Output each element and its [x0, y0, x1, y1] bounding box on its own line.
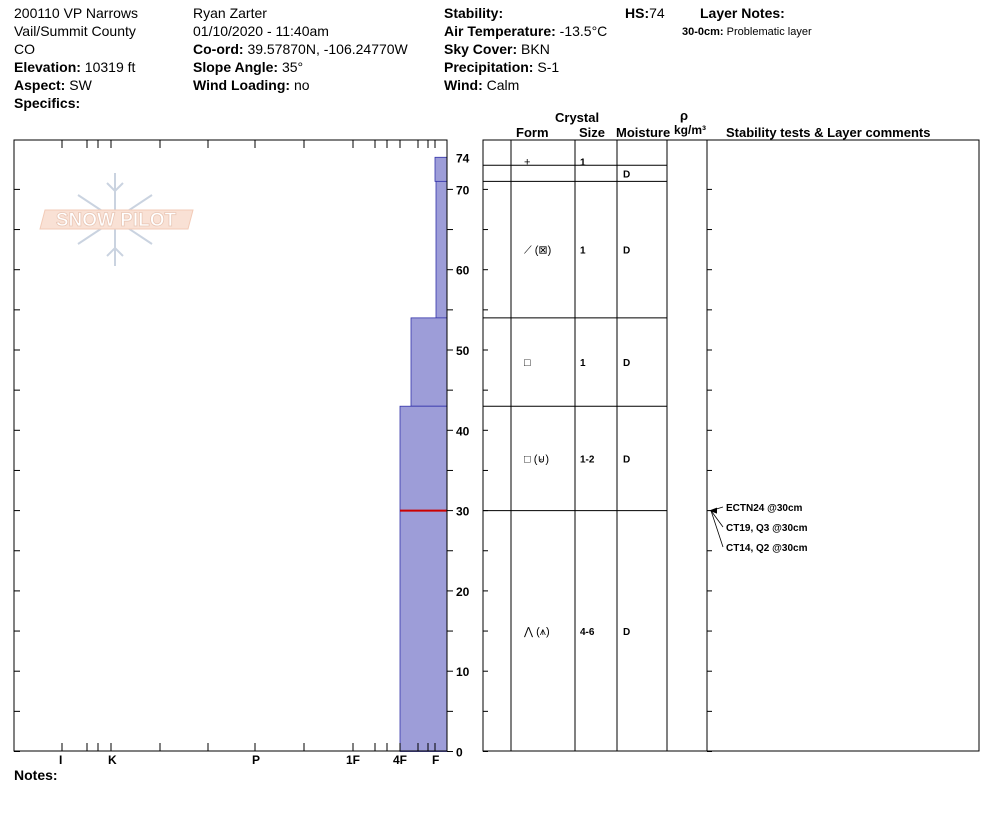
air-temperature-label: Air Temperature:	[444, 23, 556, 39]
moisture-header: Moisture	[616, 125, 671, 140]
hs-field: HS:74	[625, 5, 665, 21]
form-header: Form	[516, 125, 549, 140]
moisture-value: D	[623, 169, 630, 180]
wind-field: Wind: Calm	[444, 77, 519, 93]
elevation-label: Elevation:	[14, 59, 81, 75]
crystal-header: Crystal	[555, 110, 600, 125]
precipitation-value: S-1	[537, 59, 560, 75]
coordinates-label: Co-ord:	[193, 41, 244, 57]
wind-value: Calm	[486, 77, 520, 93]
wind-loading-label: Wind Loading:	[193, 77, 291, 93]
density-unit-header: kg/m³	[674, 123, 707, 137]
coordinates-field: Co-ord: 39.57870N, -106.24770W	[193, 41, 408, 57]
size-header: Size	[579, 125, 606, 140]
stability-label: Stability:	[444, 5, 504, 21]
logo-text: SNOW PILOT	[56, 210, 177, 231]
depth-label: 0	[456, 746, 463, 760]
stability-test-label: CT19, Q3 @30cm	[726, 523, 808, 534]
observation-datetime: 01/10/2020 - 11:40am	[193, 23, 329, 39]
crystal-form: ⋀ (⩚)	[523, 626, 550, 638]
crystal-form: ⟋ (⊠)	[524, 245, 551, 257]
stability-test-label: ECTN24 @30cm	[726, 503, 803, 514]
notes-label: Notes:	[14, 767, 58, 783]
hardness-bar	[435, 180, 448, 319]
hardness-label-4f: 4F	[393, 753, 407, 767]
layer-table-frame	[482, 139, 980, 752]
crystal-size: 1-2	[580, 454, 595, 465]
depth-label: 10	[456, 665, 470, 679]
sky-cover-label: Sky Cover:	[444, 41, 518, 57]
crystal-form: +	[524, 156, 530, 168]
rho-header: ρ	[680, 108, 689, 123]
location-region: Vail/Summit County	[14, 23, 136, 39]
observer-name: Ryan Zarter	[193, 5, 267, 21]
depth-label: 60	[456, 264, 470, 278]
hs-label: HS:	[625, 5, 650, 21]
depth-label: 40	[456, 424, 470, 438]
depth-label: 30	[456, 505, 470, 519]
depth-label: 70	[456, 183, 470, 197]
depth-label: 50	[456, 344, 470, 358]
aspect-field: Aspect: SW	[14, 77, 92, 93]
layer-note: 30-0cm: Problematic layer	[682, 24, 812, 40]
test-leader-line	[710, 510, 724, 548]
test-leader-line	[710, 510, 724, 528]
moisture-value: D	[623, 627, 630, 638]
hardness-bar	[399, 405, 448, 752]
layer-note-text: Problematic layer	[726, 26, 812, 38]
slope-angle-field: Slope Angle: 35°	[193, 59, 303, 75]
precipitation-field: Precipitation: S-1	[444, 59, 559, 75]
moisture-value: D	[623, 454, 630, 465]
hardness-bar	[434, 156, 448, 182]
wind-label: Wind:	[444, 77, 483, 93]
layer-note-depth: 30-0cm:	[682, 26, 724, 38]
location-name: 200110 VP Narrows	[14, 5, 138, 21]
elevation-field: Elevation: 10319 ft	[14, 59, 135, 75]
specifics-label: Specifics:	[14, 95, 81, 111]
air-temperature-value: -13.5°C	[559, 23, 608, 39]
depth-label: 20	[456, 585, 470, 599]
slope-angle-value: 35°	[281, 59, 304, 75]
wind-loading-field: Wind Loading: no	[193, 77, 310, 93]
hardness-label-k: K	[108, 753, 117, 767]
hardness-bar	[410, 317, 448, 407]
slope-angle-label: Slope Angle:	[193, 59, 279, 75]
crystal-form: □	[524, 357, 531, 369]
crystal-form: □ (⊌)	[524, 453, 549, 465]
air-temperature-field: Air Temperature: -13.5°C	[444, 23, 607, 39]
crystal-size: 1	[580, 358, 586, 369]
crystal-size: 1	[580, 246, 586, 257]
layer-notes-label: Layer Notes:	[700, 5, 785, 21]
moisture-value: D	[623, 358, 630, 369]
stability-test-label: CT14, Q2 @30cm	[726, 543, 808, 554]
hardness-label-1f: 1F	[346, 753, 360, 767]
precipitation-label: Precipitation:	[444, 59, 534, 75]
wind-loading-value: no	[293, 77, 310, 93]
test-leader-line	[710, 506, 724, 511]
moisture-value: D	[623, 246, 630, 257]
hardness-label-p: P	[252, 753, 260, 767]
elevation-value: 10319 ft	[84, 59, 136, 75]
hardness-label-f: F	[432, 753, 439, 767]
hardness-label-i: I	[59, 753, 62, 767]
depth-label: 74	[456, 151, 470, 165]
sky-cover-value: BKN	[521, 41, 550, 57]
location-state: CO	[14, 41, 35, 57]
coordinates-value: 39.57870N, -106.24770W	[247, 41, 408, 57]
snow-pilot-logo: SNOW PILOT	[39, 173, 194, 266]
chart-frame	[13, 139, 448, 752]
sky-cover-field: Sky Cover: BKN	[444, 41, 550, 57]
stability-tests-header: Stability tests & Layer comments	[726, 125, 931, 140]
aspect-label: Aspect:	[14, 77, 66, 93]
aspect-value: SW	[69, 77, 92, 93]
crystal-size: 4-6	[580, 627, 595, 638]
hs-value: 74	[649, 5, 665, 21]
crystal-size: 1	[580, 157, 586, 168]
